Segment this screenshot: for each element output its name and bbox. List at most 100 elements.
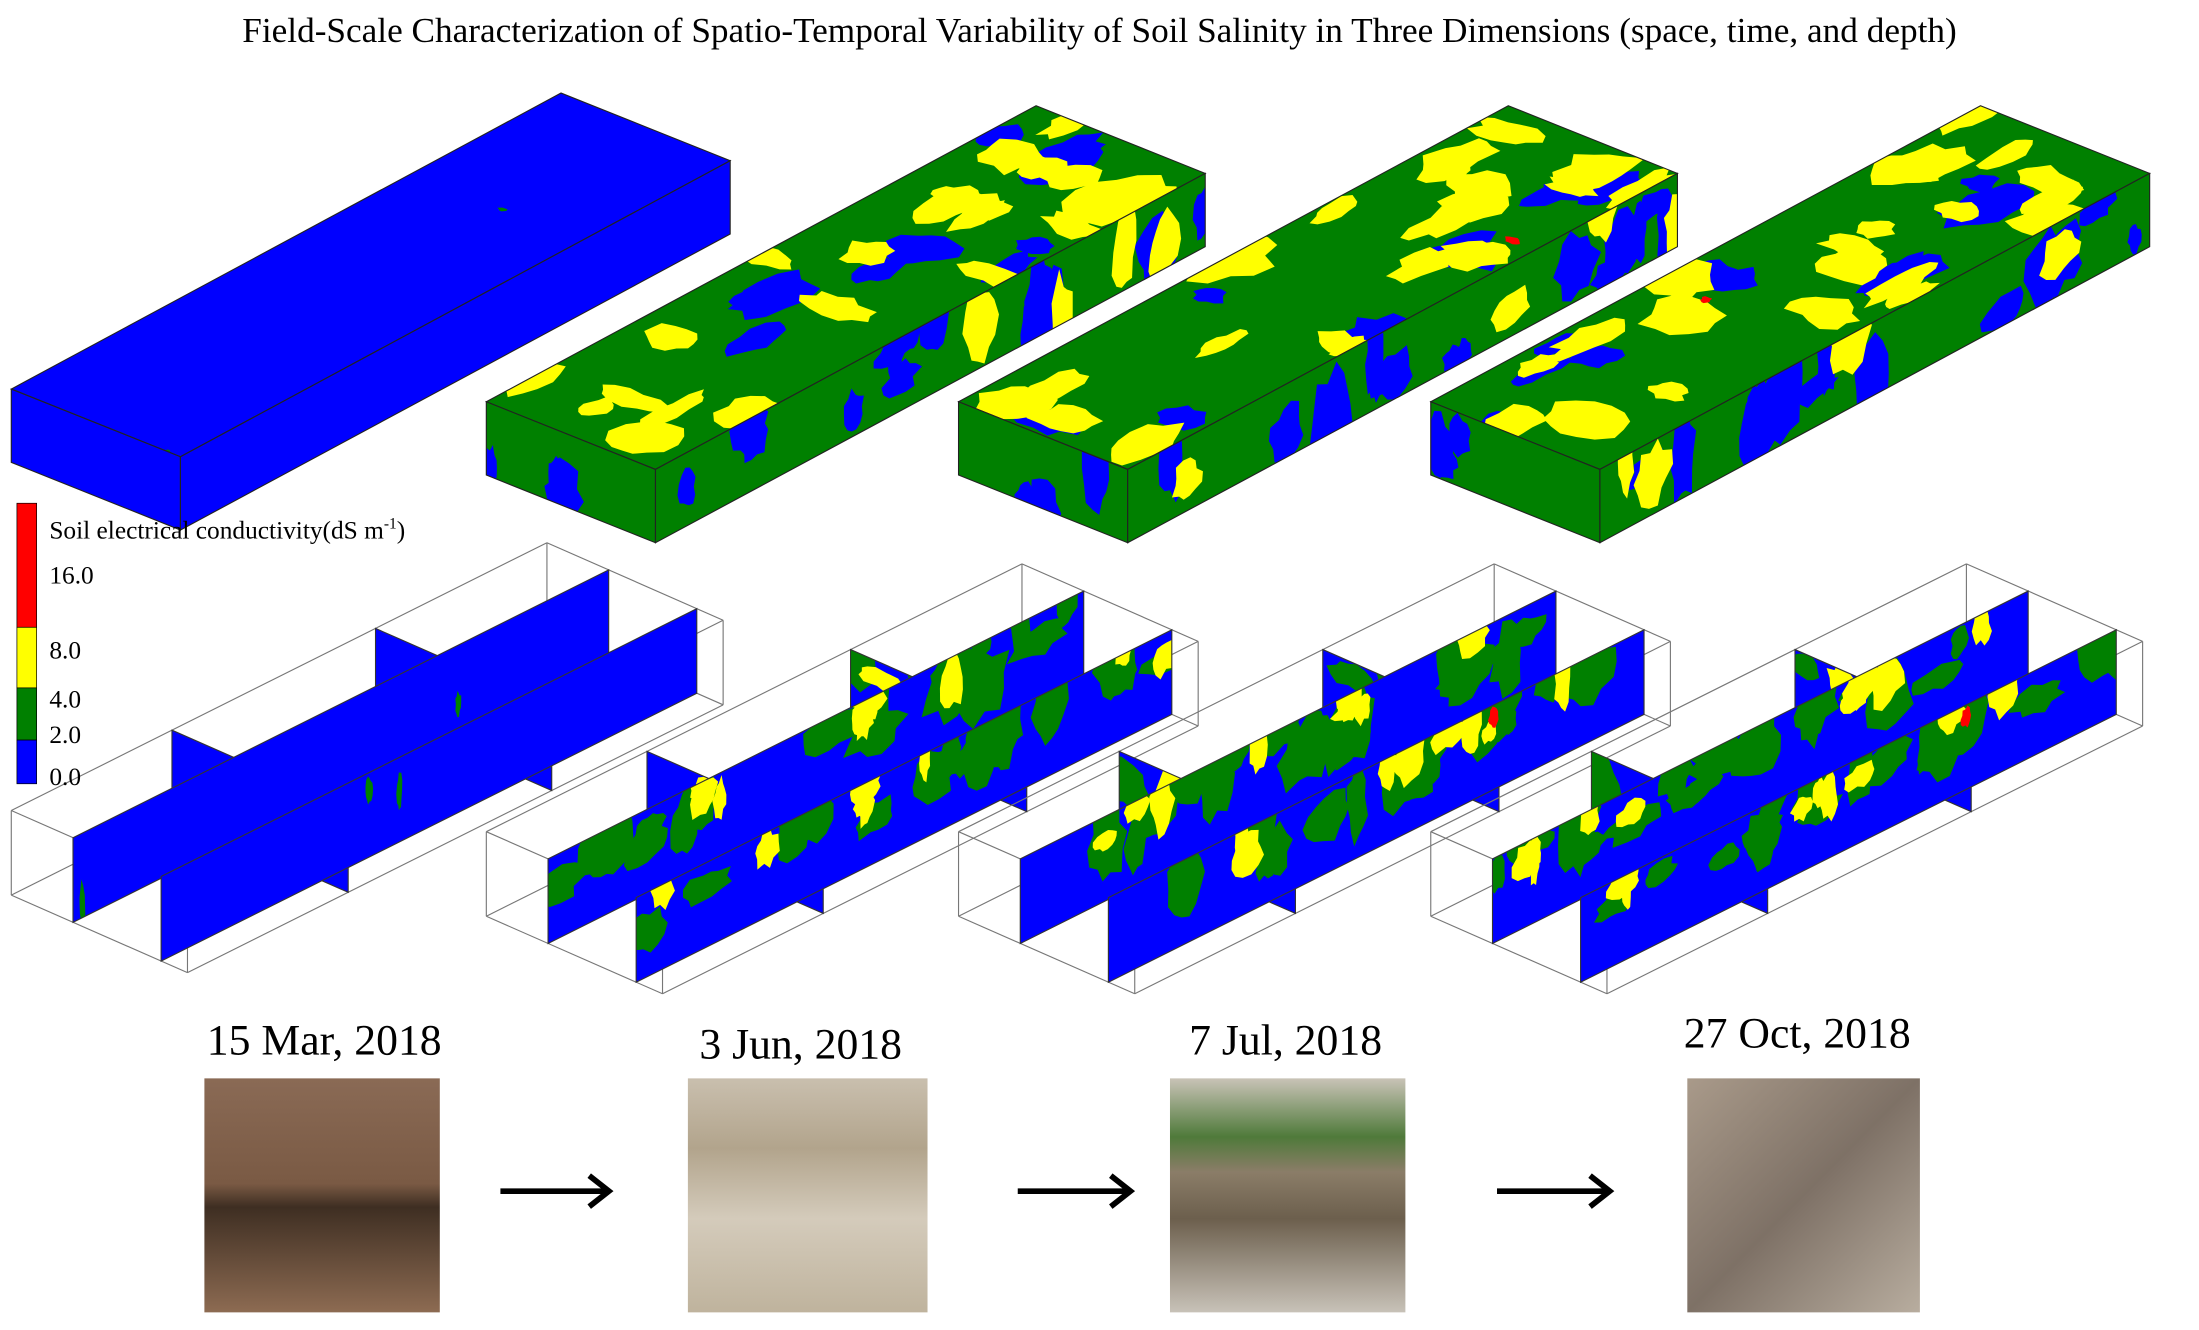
salinity-patch	[1306, 715, 1334, 742]
salinity-patch	[548, 862, 588, 912]
salinity-patch	[1552, 154, 1646, 192]
salinity-patch	[1637, 295, 1727, 336]
face	[73, 569, 609, 923]
salinity-patch	[2102, 629, 2117, 655]
face-edge	[179, 159, 731, 531]
salinity-patch	[1960, 705, 1972, 728]
salinity-patch	[1268, 400, 1304, 463]
figure-title: Field-Scale Characterization of Spatio-T…	[242, 11, 1956, 50]
face-fill	[180, 160, 731, 531]
salinity-patch	[1615, 797, 1646, 828]
face	[1127, 173, 1678, 543]
salinity-patch	[1621, 868, 1633, 910]
salinity-patch	[670, 781, 698, 854]
legend-swatch	[16, 687, 38, 741]
salinity-patch	[1911, 659, 1964, 696]
face-edge	[654, 172, 1206, 544]
salinity-patch	[1309, 194, 1358, 225]
salinity-patch	[396, 772, 403, 811]
salinity-patch	[975, 693, 1024, 768]
salinity-patch	[1872, 657, 1906, 712]
salinity-patch	[1171, 457, 1203, 500]
arrow	[1017, 1173, 1136, 1209]
field-photo	[687, 1078, 928, 1313]
box-edge	[1430, 563, 1967, 833]
salinity-patch	[1665, 778, 1707, 814]
salinity-patch	[1006, 618, 1068, 665]
legend-label: 4.0	[49, 686, 81, 714]
salinity-patch	[1812, 775, 1826, 809]
date-label: 7 Jul, 2018	[1189, 1016, 1382, 1064]
salinity-patch	[1917, 712, 1940, 775]
salinity-patch	[738, 408, 769, 464]
salinity-patch	[1192, 187, 1206, 241]
salinity-patch	[1385, 246, 1457, 284]
salinity-patch	[497, 207, 508, 212]
face	[1020, 591, 1556, 944]
salinity-patch	[1863, 262, 1939, 309]
salinity-patch	[79, 879, 86, 923]
salinity-patch	[2079, 191, 2118, 227]
salinity-patch	[1040, 210, 1108, 240]
salinity-patch	[1950, 625, 1969, 660]
salinity-patch	[2039, 229, 2082, 280]
salinity-patch	[497, 364, 566, 398]
salinity-patch	[1856, 220, 1896, 239]
salinity-patch	[1663, 194, 1678, 262]
box-edge	[958, 563, 1495, 833]
salinity-patch	[1708, 842, 1740, 871]
field-photo	[1687, 1078, 1920, 1313]
salinity-patch	[1647, 381, 1689, 402]
salinity-patch	[1326, 661, 1376, 695]
legend-swatch	[16, 739, 38, 785]
salinity-blocks	[9, 92, 2151, 995]
salinity-patch	[950, 649, 1010, 730]
salinity-patch	[1148, 206, 1182, 284]
face	[958, 105, 1678, 470]
salinity-patch	[1700, 296, 1712, 304]
salinity-patch	[1369, 345, 1413, 400]
face-edge	[1580, 628, 2117, 984]
salinity-patch	[884, 234, 965, 265]
salinity-patch	[1435, 638, 1495, 707]
salinity-patch	[1975, 139, 2033, 170]
arrow	[500, 1173, 614, 1209]
salinity-patch	[1192, 287, 1227, 304]
salinity-patch	[855, 794, 893, 842]
salinity-patch	[1092, 829, 1117, 852]
salinity-patch	[755, 826, 780, 870]
salinity-patch	[1885, 281, 1940, 310]
legend-swatch	[16, 502, 38, 628]
salinity-patch	[1547, 317, 1626, 362]
salinity-patch	[1800, 699, 1822, 750]
salinity-patch	[1400, 194, 1493, 241]
box-edge	[11, 542, 548, 812]
salinity-patch	[1489, 619, 1521, 699]
salinity-patch	[619, 825, 668, 872]
salinity-patch	[1842, 658, 1878, 712]
salinity-patch	[1466, 117, 1546, 145]
face-fill	[161, 608, 697, 962]
salinity-patch	[601, 384, 669, 413]
salinity-patch	[1573, 171, 1644, 206]
salinity-patch	[1603, 206, 1641, 274]
box-edge	[1493, 563, 1671, 642]
face-fill	[1430, 401, 1600, 543]
salinity-patch	[803, 703, 866, 758]
box-edge	[662, 725, 1199, 995]
legend-label: 8.0	[49, 636, 81, 664]
legend: Soil electrical conductivity(dS m-1) 16.…	[16, 502, 405, 791]
salinity-patch	[1346, 756, 1369, 847]
salinity-patch	[1194, 329, 1249, 359]
salinity-patch	[1487, 706, 1499, 728]
legend-title: Soil electrical conductivity(dS m-1)	[49, 516, 405, 545]
salinity-patch	[1463, 241, 1511, 263]
box-edge	[486, 915, 663, 995]
salinity-patch	[1844, 759, 1875, 793]
salinity-patch	[1302, 787, 1349, 843]
face-fill	[73, 569, 609, 923]
salinity-patch	[1979, 285, 2024, 333]
salinity-patch	[1016, 236, 1055, 255]
salinity-patch	[859, 776, 876, 829]
